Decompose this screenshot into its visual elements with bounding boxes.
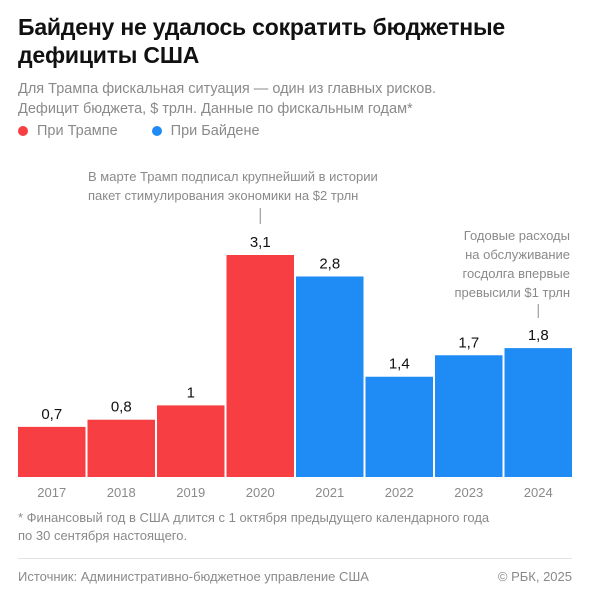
bar-2017 (18, 426, 86, 477)
legend-swatch-trump (18, 126, 28, 136)
x-tick-label-2021: 2021 (315, 485, 344, 500)
annotation-2020-text: В марте Трамп подписал крупнейший в исто… (88, 169, 378, 203)
legend-item-biden: При Байдене (151, 123, 260, 139)
x-tick-label-2023: 2023 (454, 485, 483, 500)
bar-2018 (87, 419, 155, 477)
value-label-2020: 3,1 (250, 234, 271, 251)
value-label-2022: 1,4 (389, 356, 410, 373)
bar-2023 (435, 355, 503, 477)
bar-2024 (504, 348, 572, 477)
annotation-2020-line-2: пакет стимулирования экономики на $2 трл… (88, 188, 358, 203)
subtitle-line-1: Для Трампа фискальная ситуация — один из… (18, 81, 437, 97)
chart-title: Байдену не удалось сократить бюджетные д… (18, 14, 506, 68)
footnote-line-2: по 30 сентября настоящего. (18, 528, 188, 543)
bar-2019 (157, 405, 225, 477)
value-label-2024: 1,8 (528, 327, 549, 344)
copyright: © РБК, 2025 (497, 569, 572, 584)
annotation-2024-text: Годовые расходы на обслуживание госдолга в… (454, 228, 570, 300)
annotation-2024-line-2: на обслуживание (465, 247, 570, 262)
x-tick-label-2024: 2024 (524, 485, 553, 500)
value-label-2021: 2,8 (319, 255, 340, 272)
value-label-2017: 0,7 (41, 406, 62, 423)
legend-label-trump: При Трампе (37, 123, 118, 139)
annotation-2020-line-1: В марте Трамп подписал крупнейший в исто… (88, 169, 378, 184)
chart-subtitle: Для Трампа фискальная ситуация — один из… (18, 79, 578, 119)
footnote: * Финансовый год в США длится с 1 октябр… (18, 509, 578, 545)
annotation-2024-line-4: превысили $1 трлн (454, 285, 570, 300)
legend-label-biden: При Байдене (170, 123, 260, 139)
value-label-2019: 1 (187, 384, 195, 401)
annotation-2024-line-3: госдолга впервые (463, 266, 571, 281)
bar-2021 (296, 276, 364, 477)
annotation-2024-line-1: Годовые расходы (464, 228, 570, 243)
footer-divider (18, 558, 572, 559)
legend-swatch-biden (151, 126, 162, 136)
x-tick-label-2018: 2018 (107, 485, 136, 500)
value-label-2018: 0,8 (111, 399, 132, 416)
bar-2020 (226, 255, 294, 477)
x-tick-label-2017: 2017 (37, 485, 66, 500)
x-tick-label-2020: 2020 (246, 485, 275, 500)
bar-2022 (365, 376, 433, 477)
legend: При Трампе При Байдене (18, 123, 294, 139)
value-label-2023: 1,7 (458, 334, 479, 351)
x-tick-label-2022: 2022 (385, 485, 414, 500)
source-note: Источник: Административно-бюджетное упра… (18, 569, 369, 584)
subtitle-line-2: Дефицит бюджета, $ трлн. Данные по фиска… (18, 101, 413, 117)
x-tick-label-2019: 2019 (176, 485, 205, 500)
footnote-line-1: * Финансовый год в США длится с 1 октябр… (18, 510, 490, 525)
legend-item-trump: При Трампе (18, 123, 118, 139)
